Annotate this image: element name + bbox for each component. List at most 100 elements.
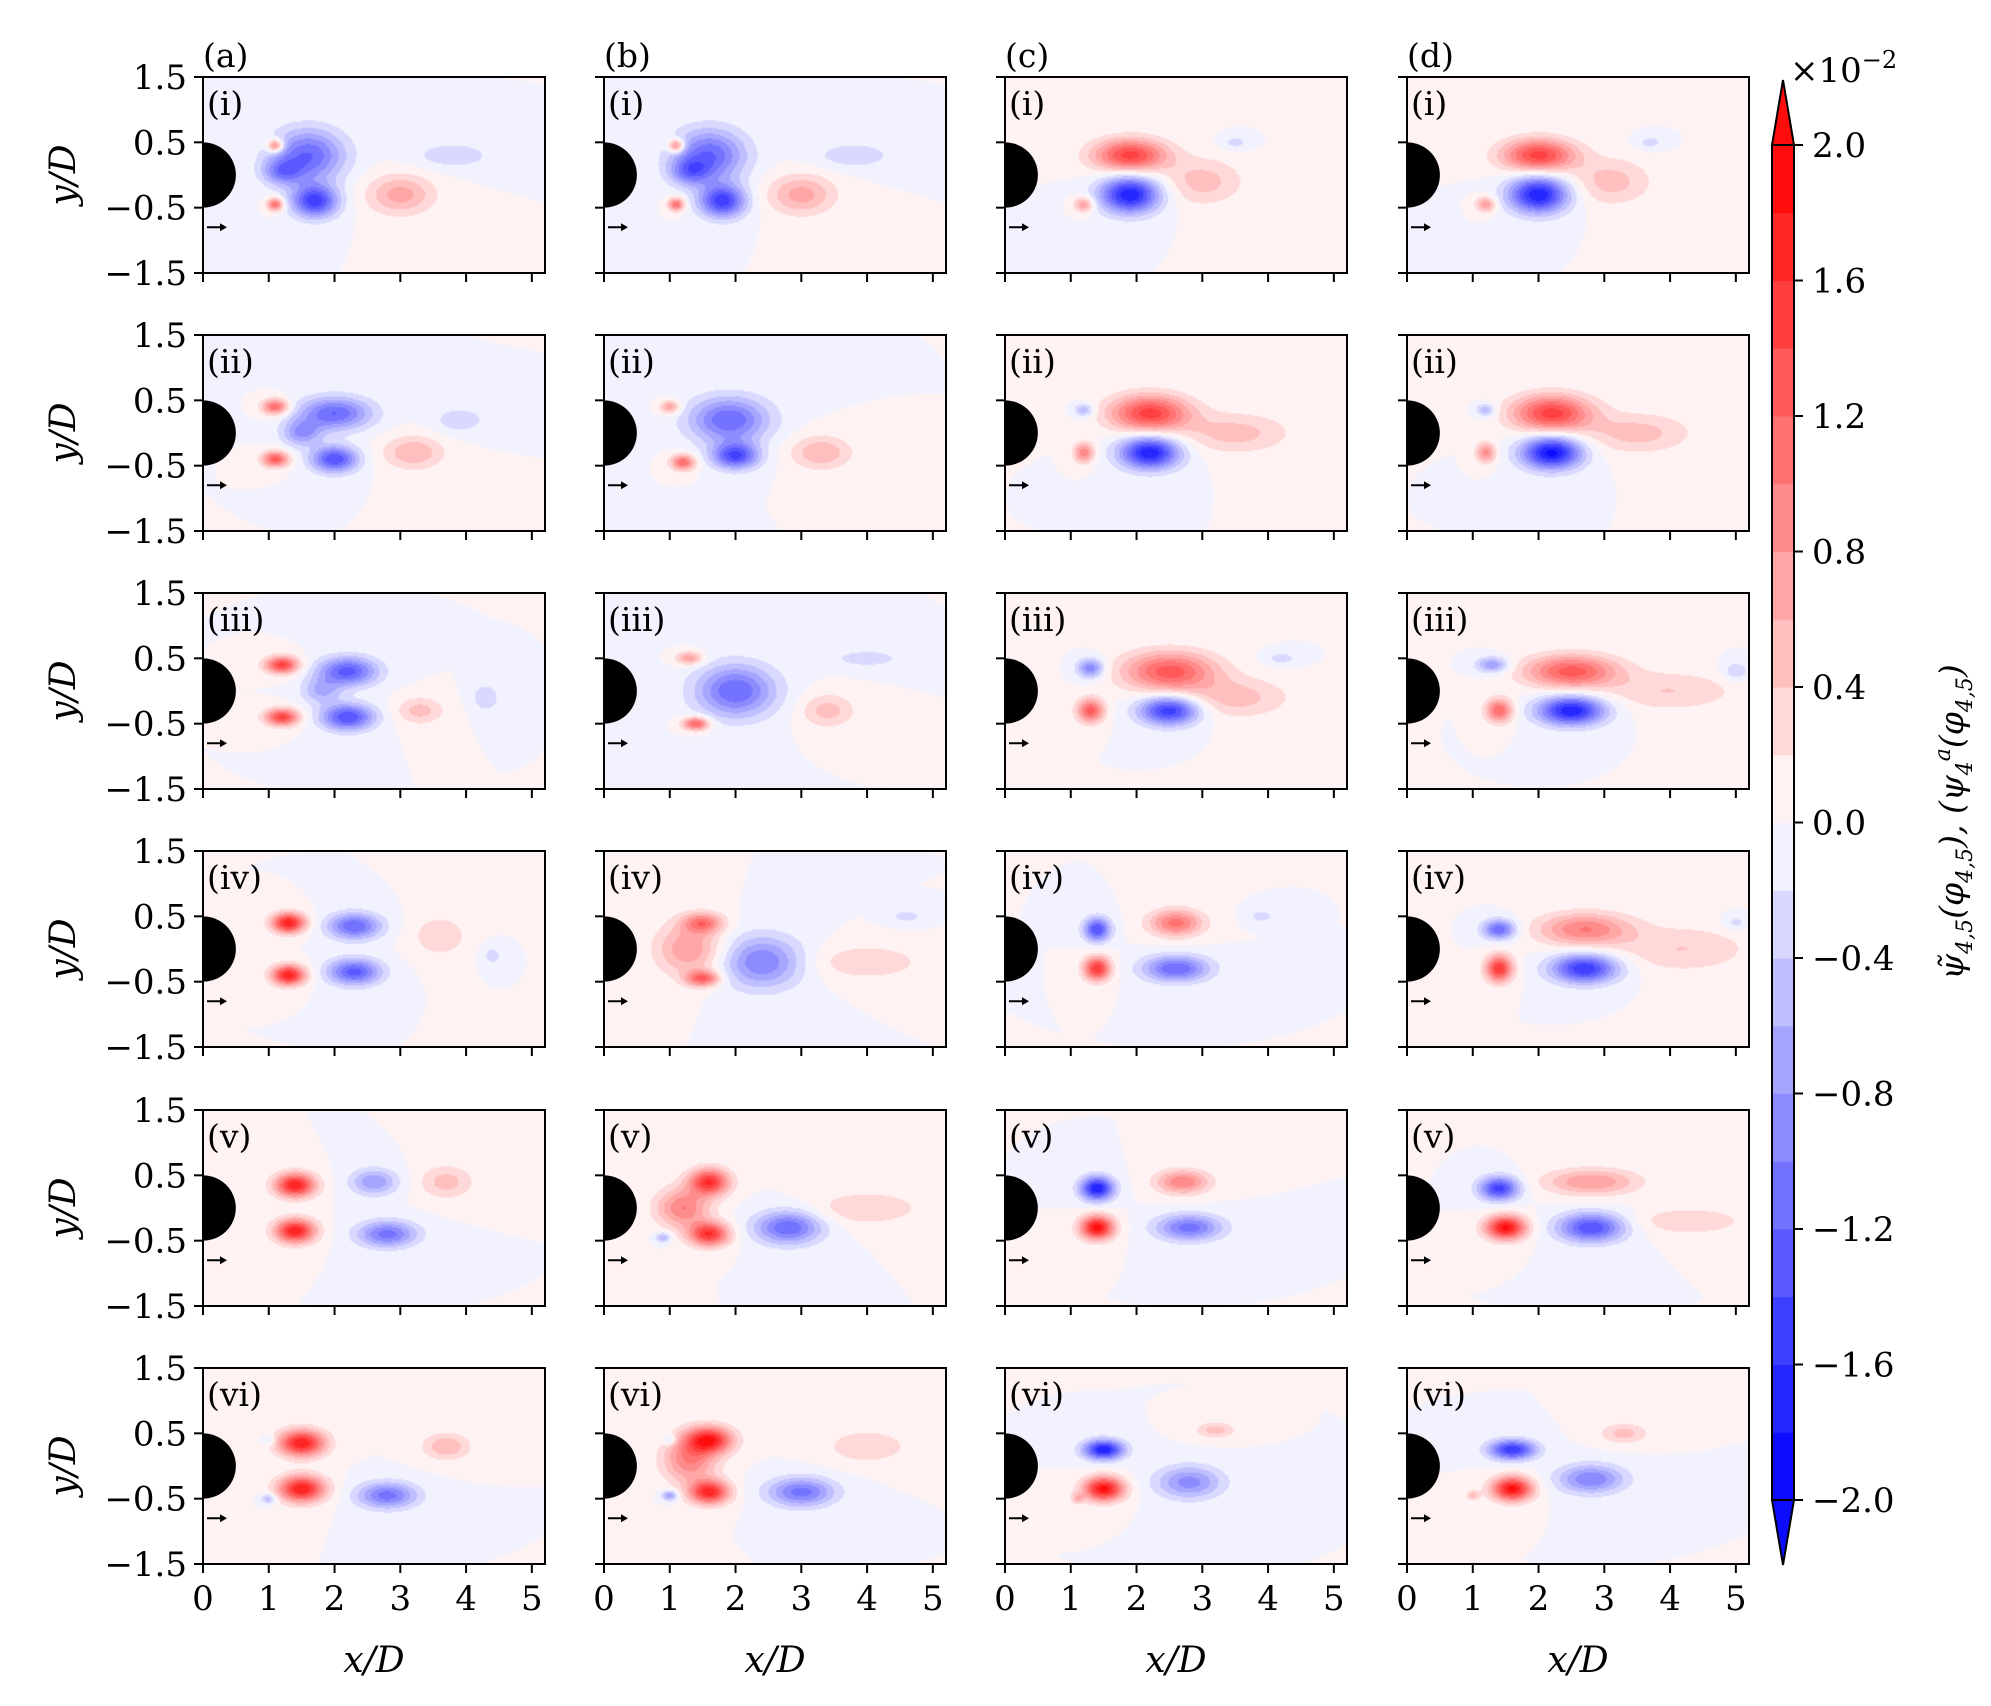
colorbar-tick-label: 2.0 <box>1812 126 1866 166</box>
cylinder-shape <box>1005 142 1038 208</box>
y-tick-label: −0.5 <box>104 963 187 1003</box>
panel-frame <box>1406 850 1750 1048</box>
contour-field <box>1005 1110 1347 1306</box>
y-tick-label: 0.5 <box>133 897 187 937</box>
y-axis-title: y/D <box>43 402 84 465</box>
row-label: (ii) <box>1411 342 1458 381</box>
flow-arrow-head <box>1022 739 1029 748</box>
row-label: (v) <box>1411 1117 1455 1156</box>
x-tick-label: 2 <box>1528 1579 1550 1619</box>
cylinder-shape <box>203 400 236 466</box>
y-tick-label: 1.5 <box>133 58 187 98</box>
flow-arrow-head <box>220 1256 227 1265</box>
x-axis-title: x/D <box>1547 1640 1608 1681</box>
contour-field <box>1407 1368 1749 1564</box>
row-label: (v) <box>608 1117 652 1156</box>
y-tick-label: 1.5 <box>133 832 187 872</box>
y-tick-label: −1.5 <box>104 1545 187 1585</box>
row-label: (v) <box>207 1117 251 1156</box>
row-label: (i) <box>1009 84 1045 123</box>
colorbar-tick-label: 0.0 <box>1812 804 1866 844</box>
panel-c-i: (i) (c) <box>996 36 1348 282</box>
colorbar-extend-top <box>1770 79 1796 146</box>
colorbar-multiplier: ×10−2 <box>1790 46 1897 91</box>
panel-frame <box>202 1367 546 1565</box>
panel-a-iii: (iii) 1.5 0.5 −0.5 −1.5 y/D <box>43 574 546 810</box>
colorbar-band <box>1772 416 1794 485</box>
panel-d-iii: (iii) <box>1398 592 1750 798</box>
flow-arrow-head <box>621 481 628 490</box>
flow-arrow-head <box>621 223 628 232</box>
cylinder-shape <box>203 658 236 724</box>
colorbar-band <box>1772 1432 1794 1501</box>
x-axis-title: x/D <box>1145 1640 1206 1681</box>
cylinder-shape <box>604 1175 637 1241</box>
x-tick-label: 3 <box>1191 1579 1213 1619</box>
colorbar-band <box>1772 212 1794 281</box>
y-tick-label: −0.5 <box>104 447 187 487</box>
panel-frame <box>202 1109 546 1307</box>
contour-field <box>203 851 545 1047</box>
cylinder-shape <box>203 142 236 208</box>
panel-frame <box>202 850 546 1048</box>
contour-field <box>1005 593 1347 789</box>
colorbar-band <box>1772 145 1794 214</box>
panel-b-vi: (vi) 0 1 2 3 4 5 x/D <box>593 1367 947 1681</box>
panel-c-iv: (iv) <box>996 850 1348 1056</box>
x-tick-label: 5 <box>1725 1579 1747 1619</box>
colorbar-tick-label: 1.6 <box>1812 262 1866 302</box>
y-axis-title: y/D <box>43 918 84 981</box>
contour-field <box>203 1368 545 1564</box>
x-tick-label: 0 <box>192 1579 214 1619</box>
colorbar-tick-label: −1.2 <box>1812 1210 1895 1250</box>
y-tick-label: −0.5 <box>104 1480 187 1520</box>
panel-b-ii: (ii) <box>595 334 947 540</box>
cylinder-shape <box>203 1175 236 1241</box>
cylinder-shape <box>1407 1175 1440 1241</box>
cylinder-shape <box>604 916 637 982</box>
x-tick-label: 0 <box>593 1579 615 1619</box>
panel-b-v: (v) <box>595 1109 947 1315</box>
y-tick-label: −0.5 <box>104 189 187 229</box>
flow-arrow-head <box>220 223 227 232</box>
cylinder-shape <box>604 658 637 724</box>
panel-frame <box>1406 76 1750 274</box>
contour-field <box>1407 1110 1749 1306</box>
row-label: (vi) <box>1411 1375 1466 1414</box>
colorbar-band <box>1772 280 1794 349</box>
colorbar-tick-label: 0.8 <box>1812 533 1866 573</box>
contour-field <box>1407 851 1749 1047</box>
y-axis-title: y/D <box>43 1435 84 1498</box>
x-tick-label: 5 <box>521 1579 543 1619</box>
y-tick-label: 0.5 <box>133 381 187 421</box>
x-tick-label: 1 <box>1060 1579 1082 1619</box>
x-tick-label: 5 <box>922 1579 944 1619</box>
row-label: (iv) <box>608 858 663 897</box>
colorbar-tick-label: 1.2 <box>1812 397 1866 437</box>
flow-arrow-head <box>621 997 628 1006</box>
colorbar-tick-label: −0.8 <box>1812 1075 1895 1115</box>
x-tick-label: 4 <box>1257 1579 1279 1619</box>
panel-frame <box>1406 1367 1750 1565</box>
panel-frame <box>1004 850 1348 1048</box>
contour-field <box>604 851 946 1047</box>
column-label: (c) <box>1005 36 1049 75</box>
cylinder-shape <box>203 916 236 982</box>
cylinder-shape <box>1005 1433 1038 1499</box>
flow-arrow-head <box>1022 223 1029 232</box>
contour-field <box>604 335 946 531</box>
flow-arrow-head <box>621 1256 628 1265</box>
row-label: (iv) <box>1411 858 1466 897</box>
row-label: (iii) <box>608 600 665 639</box>
x-tick-label: 4 <box>455 1579 477 1619</box>
contour-field <box>604 1110 946 1306</box>
contour-field <box>1005 77 1347 273</box>
panel-d-v: (v) <box>1398 1109 1750 1315</box>
y-tick-label: −1.5 <box>104 512 187 552</box>
colorbar-band <box>1772 551 1794 620</box>
row-label: (ii) <box>207 342 254 381</box>
y-axis-title: y/D <box>43 660 84 723</box>
panel-a-i: (i) (a) 1.5 0.5 −0.5 −1.5 y/D <box>43 36 546 294</box>
flow-arrow-head <box>621 1514 628 1523</box>
panel-grid: (i) (a) 1.5 0.5 −0.5 −1.5 y/D (i) (b) (i) (c) (i) (d… <box>43 36 1750 1681</box>
